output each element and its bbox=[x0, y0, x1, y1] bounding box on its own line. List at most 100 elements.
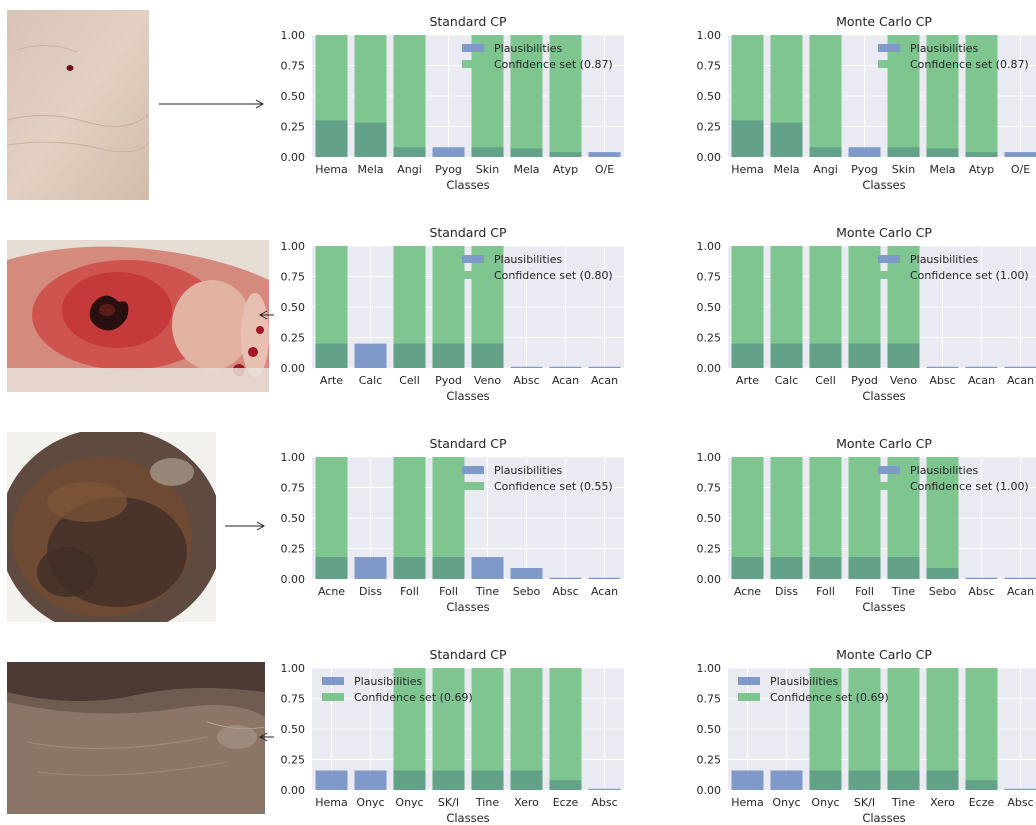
y-tick-label: 0.50 bbox=[281, 90, 306, 103]
plausibility-bar bbox=[354, 770, 387, 790]
x-tick-label: Diss bbox=[775, 585, 798, 598]
legend-swatch bbox=[322, 693, 344, 701]
chart-standard-cp-row-1: 0.00 0.25 0.50 0.75 1.00 Hema Mela Angi Pyog Skin… bbox=[281, 14, 624, 192]
plausibility-bar bbox=[731, 770, 764, 790]
y-tick-label: 0.25 bbox=[697, 121, 722, 134]
legend-label: Plausibilities bbox=[494, 253, 562, 266]
legend-label: Confidence set (0.55) bbox=[494, 480, 613, 493]
x-tick-label: Onyc bbox=[395, 796, 423, 809]
legend-swatch bbox=[878, 482, 900, 490]
x-tick-label: Absc bbox=[929, 374, 955, 387]
x-tick-label: Onyc bbox=[811, 796, 839, 809]
y-tick-label: 0.75 bbox=[281, 271, 306, 284]
x-tick-label: Diss bbox=[359, 585, 382, 598]
x-tick-label: Skin bbox=[892, 163, 915, 176]
plausibility-bar bbox=[809, 147, 842, 157]
x-tick-label: Arte bbox=[320, 374, 343, 387]
legend-label: Confidence set (0.87) bbox=[494, 58, 613, 71]
x-axis-label: Classes bbox=[862, 600, 905, 614]
plausibility-bar bbox=[588, 366, 621, 368]
legend-swatch bbox=[462, 482, 484, 490]
plausibility-bar bbox=[770, 122, 803, 157]
plausibility-bar bbox=[1004, 152, 1036, 157]
confidence-bar bbox=[549, 668, 582, 790]
plausibility-bar bbox=[393, 147, 426, 157]
plausibility-bar bbox=[549, 780, 582, 790]
plausibility-bar bbox=[432, 557, 465, 579]
x-tick-label: Acan bbox=[968, 374, 995, 387]
x-tick-label: O/E bbox=[595, 163, 614, 176]
plausibility-bar bbox=[809, 770, 842, 790]
x-tick-label: Acne bbox=[318, 585, 345, 598]
chart-standard-cp-row-4: 0.00 0.25 0.50 0.75 1.00 Hema Onyc Onyc SK/I Tine… bbox=[281, 647, 624, 825]
y-tick-label: 1.00 bbox=[281, 240, 306, 253]
x-tick-label: Absc bbox=[552, 585, 578, 598]
skin-photo-2 bbox=[7, 240, 269, 392]
x-tick-label: Foll bbox=[439, 585, 458, 598]
x-tick-label: Hema bbox=[731, 796, 764, 809]
x-tick-label: Acan bbox=[1007, 374, 1034, 387]
y-tick-label: 0.25 bbox=[697, 332, 722, 345]
x-tick-label: Atyp bbox=[553, 163, 578, 176]
plausibility-bar bbox=[354, 557, 387, 579]
plausibility-bar bbox=[965, 577, 998, 579]
y-tick-label: 1.00 bbox=[697, 662, 722, 675]
x-tick-label: Ecze bbox=[553, 796, 579, 809]
legend-swatch bbox=[738, 693, 760, 701]
legend-label: Plausibilities bbox=[910, 253, 978, 266]
plausibility-bar bbox=[887, 147, 920, 157]
x-tick-label: Pyog bbox=[435, 163, 462, 176]
plausibility-bar bbox=[393, 557, 426, 579]
y-tick-label: 0.00 bbox=[281, 362, 306, 375]
plausibility-bar bbox=[315, 120, 348, 157]
plausibility-bar bbox=[809, 343, 842, 368]
legend-swatch bbox=[878, 44, 900, 52]
legend-swatch bbox=[878, 255, 900, 263]
y-tick-label: 0.75 bbox=[281, 60, 306, 73]
plausibility-bar bbox=[510, 148, 543, 157]
confidence-bar bbox=[510, 35, 543, 157]
x-tick-label: Tine bbox=[475, 585, 499, 598]
x-tick-label: Sebo bbox=[929, 585, 957, 598]
plausibility-bar bbox=[588, 152, 621, 157]
confidence-bar bbox=[809, 668, 842, 790]
x-tick-label: Angi bbox=[813, 163, 838, 176]
y-tick-label: 0.75 bbox=[281, 693, 306, 706]
x-tick-label: SK/I bbox=[854, 796, 875, 809]
arrow-left-icon bbox=[259, 310, 274, 320]
plausibility-bar bbox=[848, 770, 881, 790]
plausibility-bar bbox=[887, 557, 920, 579]
legend-swatch bbox=[462, 44, 484, 52]
plausibility-bar bbox=[510, 770, 543, 790]
plausibility-bar bbox=[848, 147, 881, 157]
x-tick-label: Cell bbox=[815, 374, 836, 387]
confidence-bar bbox=[848, 668, 881, 790]
x-tick-label: Acan bbox=[552, 374, 579, 387]
x-tick-label: Absc bbox=[1007, 796, 1033, 809]
x-axis-label: Classes bbox=[862, 811, 905, 825]
y-tick-label: 1.00 bbox=[281, 451, 306, 464]
plausibility-bar bbox=[549, 366, 582, 368]
plausibility-bar bbox=[315, 343, 348, 368]
chart-title: Standard CP bbox=[429, 647, 507, 662]
x-tick-label: Foll bbox=[816, 585, 835, 598]
confidence-bar bbox=[965, 668, 998, 790]
legend-label: Plausibilities bbox=[770, 675, 838, 688]
plausibility-bar bbox=[809, 557, 842, 579]
plausibility-bar bbox=[432, 343, 465, 368]
plausibility-bar bbox=[393, 770, 426, 790]
legend-swatch bbox=[322, 677, 344, 685]
y-tick-label: 0.75 bbox=[697, 271, 722, 284]
x-tick-label: O/E bbox=[1011, 163, 1030, 176]
x-axis-label: Classes bbox=[446, 600, 489, 614]
chart-title: Monte Carlo CP bbox=[836, 225, 932, 240]
confidence-bar bbox=[510, 668, 543, 790]
x-tick-label: Calc bbox=[775, 374, 799, 387]
plausibility-bar bbox=[315, 770, 348, 790]
chart-standard-cp-row-2: 0.00 0.25 0.50 0.75 1.00 Arte Calc Cell Pyod Veno… bbox=[281, 225, 624, 403]
legend-label: Plausibilities bbox=[494, 42, 562, 55]
plausibility-bar bbox=[471, 147, 504, 157]
confidence-bar bbox=[926, 35, 959, 157]
y-tick-label: 0.75 bbox=[697, 693, 722, 706]
